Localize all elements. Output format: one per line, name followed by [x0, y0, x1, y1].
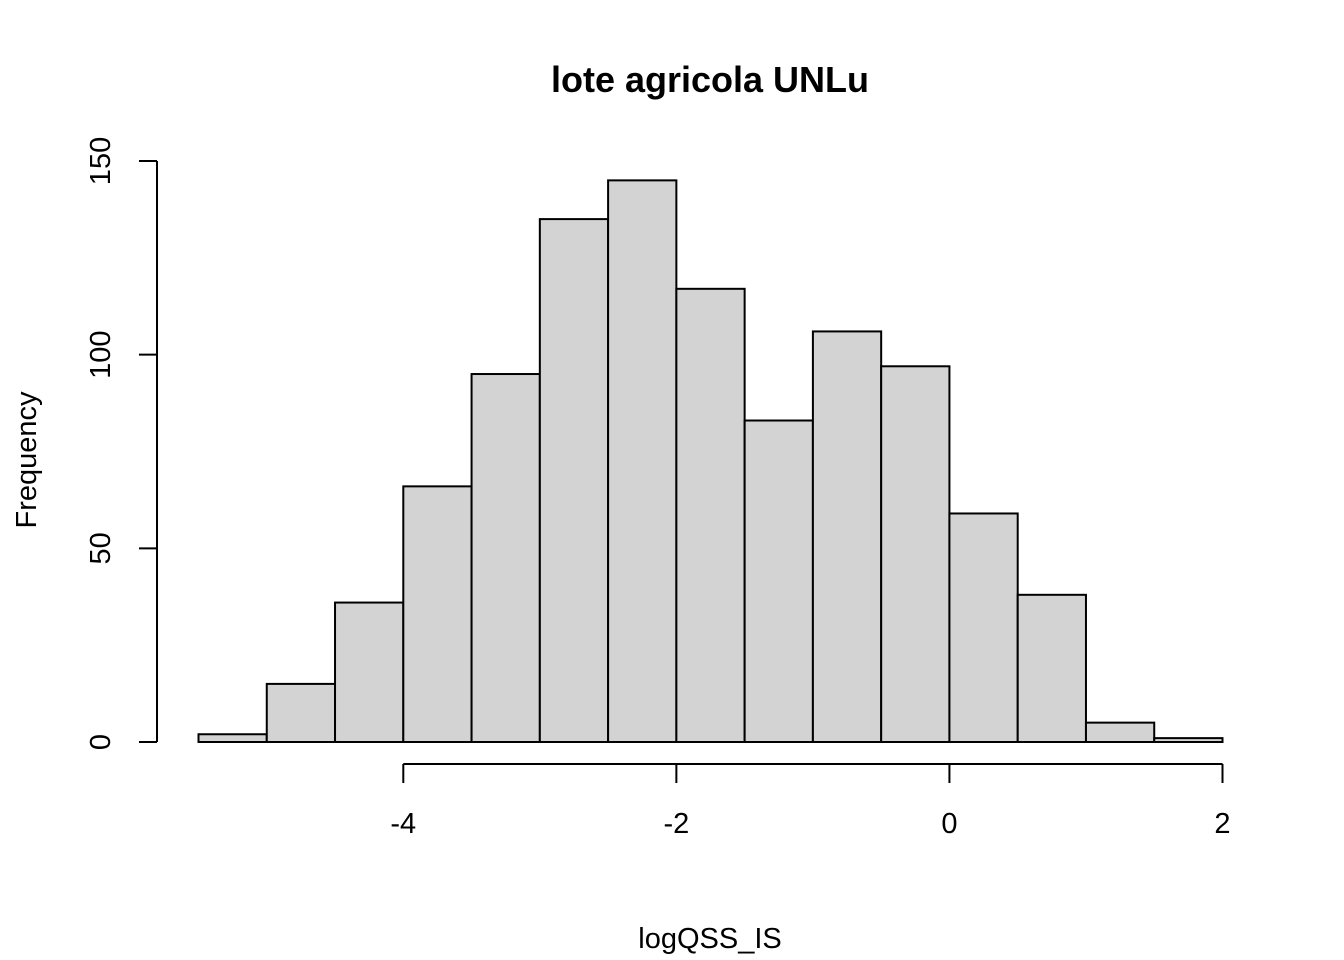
x-axis-label: logQSS_IS: [638, 923, 781, 955]
x-tick-label: 2: [1214, 808, 1230, 840]
histogram-bar: [880, 365, 951, 743]
histogram-bar: [402, 485, 473, 743]
histogram-bar: [197, 733, 268, 744]
histogram-bar: [948, 512, 1019, 743]
chart-title: lote agricola UNLu: [551, 59, 869, 100]
histogram-bar: [675, 287, 746, 743]
histogram-bar: [265, 682, 337, 744]
x-tick-label: -4: [390, 808, 416, 840]
histogram-bar: [1084, 721, 1156, 744]
y-tick-label: 0: [85, 734, 117, 750]
y-tick-label: 150: [85, 137, 117, 185]
histogram-bar: [1153, 737, 1224, 743]
y-axis: 0 50 100 150: [85, 137, 158, 750]
histogram-bar: [811, 330, 883, 743]
y-axis-label: Frequency: [11, 391, 43, 529]
histogram-bar: [1016, 593, 1087, 744]
bars-group: [197, 179, 1224, 744]
histogram-bar: [743, 419, 814, 743]
x-tick-label: -2: [663, 808, 689, 840]
y-tick-label: 100: [85, 330, 117, 378]
histogram-bar: [470, 373, 541, 743]
histogram-bar: [607, 179, 678, 744]
histogram-bar: [334, 601, 405, 743]
y-tick-label: 50: [85, 532, 117, 564]
x-axis: -4 -2 0 2: [390, 763, 1231, 840]
histogram-bar: [538, 218, 610, 744]
x-tick-label: 0: [941, 808, 957, 840]
